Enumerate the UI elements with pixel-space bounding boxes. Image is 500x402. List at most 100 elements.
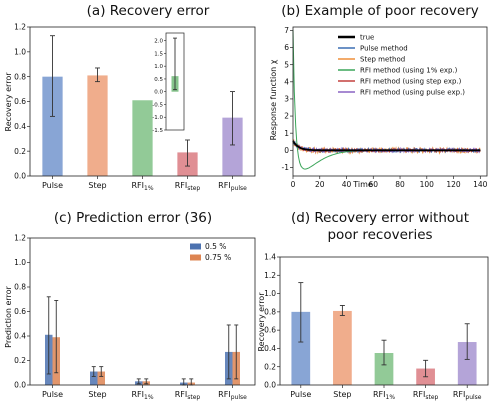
panel-d-xtick-label-2: RFI1%	[373, 390, 395, 401]
panel-c-ytick-label-6: 1.2	[14, 234, 26, 243]
panel-d-ytick-label-7: 1.4	[264, 253, 276, 262]
panel-b-legend-label-5: RFI method (using pulse exp.)	[360, 88, 465, 96]
panel-d-ytick-label-1: 0.2	[264, 362, 276, 371]
panel-b-xtick-label-0: 0	[291, 180, 296, 189]
panel-b-legend: true Pulse method Step method RFI method (u…	[338, 33, 465, 96]
panel-b-legend-label-0: true	[360, 33, 374, 41]
panel-a-ytick-label-0: 0.0	[14, 172, 26, 181]
panel-a-ytick-label-3: 0.6	[14, 97, 26, 106]
panel-b-xtick-label-2: 40	[342, 180, 352, 189]
panel-b-frame	[292, 26, 488, 177]
panel-b-legend-label-2: Step method	[360, 55, 405, 63]
panel-b-series-true	[292, 140, 481, 152]
panel-c-xtick-label-1: Step	[88, 390, 106, 399]
panel-c-ytick-label-0: 0.0	[14, 381, 26, 390]
panel-c-ytick-label-3: 0.6	[14, 307, 26, 316]
panel-b-xtick-label-7: 140	[473, 180, 488, 189]
panel-d-ytick-label-3: 0.6	[264, 326, 276, 335]
panel-c-ytick-label-4: 0.8	[14, 283, 26, 292]
inset-ytick-label-3: 0.0	[154, 90, 163, 96]
panel-c-bar-s1-1	[97, 371, 105, 385]
panel-c-ylabel: Prediction error	[4, 285, 13, 347]
panel-d-xtick-label-0: Pulse	[290, 390, 311, 399]
panel-a-ytick-label-4: 0.8	[14, 72, 26, 81]
panel-a-bar-4	[222, 117, 243, 176]
panel-b-ylabel: Response function χ	[269, 59, 278, 140]
panel-d-xtick-label-4: RFIpulse	[453, 390, 482, 401]
panel-b-xtick-label-6: 120	[446, 180, 461, 189]
panel-d-ylabel: Recovery error	[257, 292, 266, 352]
panel-a-ytick-label-6: 1.2	[14, 23, 26, 32]
panel-c-ytick-label-5: 1.0	[14, 258, 26, 267]
panel-b-ytick-label-0: -1	[282, 163, 290, 172]
panel-d: (d) Recovery error without poor recoveri…	[257, 210, 489, 401]
panel-b-ytick-label-2: 1	[284, 129, 289, 138]
panel-c-title: (c) Prediction error (36)	[54, 210, 212, 226]
panel-c-ytick-label-1: 0.2	[14, 356, 26, 365]
panel-b-ytick-label-5: 4	[284, 77, 289, 86]
panel-b-xtick-label-3: 60	[369, 180, 379, 189]
panel-b-legend-label-4: RFI method (using step exp.)	[360, 77, 462, 85]
inset-ytick-label-7: 2.0	[154, 39, 163, 45]
panel-b-ytick-label-3: 2	[284, 112, 289, 121]
panel-b-xtick-label-1: 20	[315, 180, 325, 189]
panel-a-ylabel: Recovery error	[4, 72, 13, 132]
panel-a-xtick-label-4: RFIpulse	[218, 181, 247, 192]
panel-a-inset: -1.5 -1.0 -0.5 0.0 0.5 1.0 1.5 2.0	[152, 32, 185, 134]
panel-b: (b) Example of poor recovery Response fu…	[269, 3, 488, 189]
panel-d-xtick-label-1: Step	[333, 390, 351, 399]
panel-c-xtick-label-0: Pulse	[42, 390, 63, 399]
panel-d-bar-1	[333, 310, 352, 385]
inset-frame	[165, 32, 185, 131]
panel-a-xtick-label-1: Step	[88, 181, 106, 190]
panel-a-title: (a) Recovery error	[87, 3, 210, 19]
panel-b-title: (b) Example of poor recovery	[281, 3, 479, 19]
panel-a: (a) Recovery error Recovery error -1.5-1…	[4, 3, 256, 192]
panel-a-ytick-label-2: 0.4	[14, 122, 26, 131]
panel-b-ytick-label-4: 3	[284, 95, 289, 104]
panel-a-bar-2	[132, 100, 153, 176]
panel-d-ytick-label-6: 1.2	[264, 271, 276, 280]
inset-ytick-label-2: -0.5	[152, 102, 163, 108]
panel-a-xtick-label-3: RFIstep	[175, 181, 201, 192]
panel-c-legend-swatch-0	[190, 243, 201, 250]
panel-b-xlabel: Time	[352, 180, 373, 189]
panel-d-bar-4	[457, 342, 477, 385]
panel-c-xtick-label-4: RFIpulse	[218, 390, 247, 401]
panel-b-ytick-label-8: 7	[284, 26, 289, 35]
panel-a-ytick-label-5: 1.0	[14, 47, 26, 56]
inset-ytick-label-6: 1.5	[154, 51, 163, 57]
panel-c-ytick-label-2: 0.4	[14, 332, 26, 341]
panel-a-bar-0	[42, 76, 63, 176]
inset-ytick-label-4: 0.5	[154, 77, 163, 83]
panel-c-legend-label-1: 0.75 %	[205, 253, 231, 262]
inset-ytick-label-1: -1.0	[152, 115, 163, 121]
inset-ytick-label-0: -1.5	[152, 128, 163, 134]
panel-c-xtick-label-3: RFIstep	[175, 390, 201, 401]
inset-ytick-label-5: 1.0	[154, 64, 163, 70]
panel-d-ytick-label-2: 0.4	[264, 344, 276, 353]
panel-c-legend: 0.5 % 0.75 %	[190, 242, 231, 262]
panel-a-xtick-label-2: RFI1%	[131, 181, 153, 192]
panel-b-ytick-label-7: 6	[284, 43, 289, 52]
panel-d-title-line-2: poor recoveries	[327, 227, 432, 243]
panel-d-ytick-label-5: 1.0	[264, 289, 276, 298]
panel-d-title-line-1: (d) Recovery error without	[291, 210, 469, 226]
panel-b-xtick-label-5: 100	[420, 180, 435, 189]
panel-b-ytick-label-1: 0	[284, 146, 289, 155]
panel-c-legend-swatch-1	[190, 254, 201, 261]
panel-d-bar-0	[291, 311, 311, 385]
panel-c-xtick-label-2: RFI1%	[131, 390, 153, 401]
panel-c: (c) Prediction error (36) Prediction err…	[4, 210, 256, 401]
panel-b-ytick-label-6: 5	[284, 60, 289, 69]
panel-a-ytick-label-1: 0.2	[14, 147, 26, 156]
panel-a-xtick-label-0: Pulse	[42, 181, 63, 190]
panel-d-bar-2	[374, 353, 394, 385]
panel-c-legend-label-0: 0.5 %	[205, 242, 226, 251]
panel-b-legend-label-1: Pulse method	[360, 44, 408, 52]
panel-d-xtick-label-3: RFIstep	[413, 390, 439, 401]
panel-d-ytick-label-0: 0.0	[264, 381, 276, 390]
panel-c-bar-s0-1	[90, 371, 98, 385]
panel-b-xtick-label-4: 80	[395, 180, 405, 189]
